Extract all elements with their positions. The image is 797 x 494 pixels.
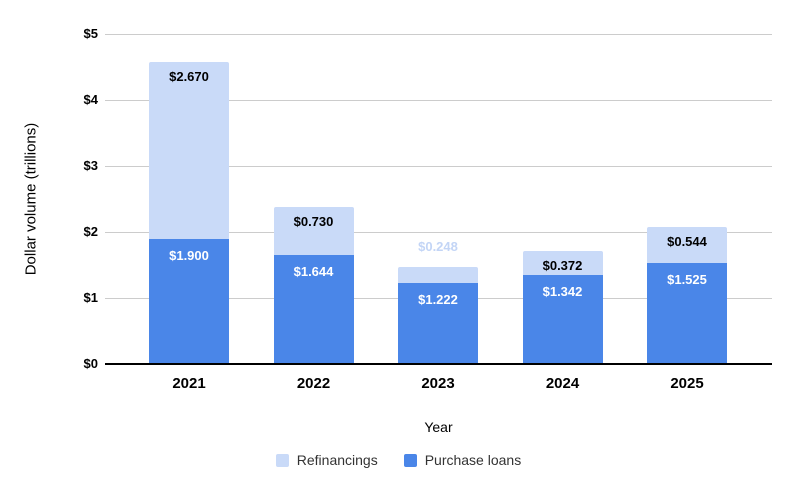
bar-segment-purchase-loans: [273, 255, 354, 364]
legend-item: Refinancings: [275, 452, 378, 468]
x-axis-line: [105, 363, 772, 365]
bar-segment-purchase-loans: [149, 238, 229, 364]
bar-value-label-refinancings: $0.248: [418, 238, 458, 254]
bar-value-label-refinancings: $0.730: [293, 214, 334, 230]
gridline: [105, 231, 772, 233]
gridline: [105, 165, 772, 167]
bar-segment-refinancings: [149, 62, 229, 239]
x-tick-label: 2024: [545, 375, 580, 392]
legend-label: Purchase loans: [424, 452, 522, 468]
y-tick-label: $2: [83, 224, 98, 239]
legend-item: Purchase loans: [403, 452, 522, 468]
bar-value-label-refinancings: $2.670: [169, 69, 209, 85]
legend: Refinancings Purchase loans: [0, 452, 797, 468]
legend-swatch-purchase-loans: [403, 453, 417, 467]
bar-segment-refinancings: [647, 227, 727, 264]
bar-value-label-purchase-loans: $1.525: [667, 272, 707, 288]
gridline: [105, 99, 772, 101]
bar-segment-purchase-loans: [647, 263, 727, 364]
y-axis-title: Dollar volume (trillions): [22, 122, 40, 276]
x-axis-title: Year: [424, 419, 453, 435]
bar-segment-purchase-loans: [398, 283, 478, 364]
x-tick-label: 2021: [172, 375, 206, 392]
y-tick-label: $5: [83, 26, 98, 41]
x-tick-label: 2025: [670, 375, 704, 392]
bar-value-label-refinancings: $0.372: [542, 257, 583, 273]
legend-swatch-refinancings: [275, 453, 289, 467]
bar-segment-refinancings: [273, 207, 354, 256]
legend-label: Refinancings: [296, 452, 378, 468]
y-tick-label: $3: [83, 158, 98, 173]
y-tick-label: $1: [83, 290, 98, 305]
bar-value-label-refinancings: $0.544: [667, 234, 707, 250]
x-tick-label: 2023: [421, 375, 455, 392]
bar-segment-refinancings: [398, 266, 478, 284]
gridline: [105, 33, 772, 35]
bar-value-label-purchase-loans: $1.222: [418, 292, 458, 308]
bar-value-label-purchase-loans: $1.900: [169, 247, 209, 263]
bar-segment-refinancings: [522, 250, 603, 276]
bar-segment-purchase-loans: [522, 275, 603, 364]
bar-value-label-purchase-loans: $1.644: [293, 264, 334, 280]
y-tick-label: $4: [83, 92, 98, 107]
y-tick-label: $0: [83, 356, 98, 371]
x-tick-label: 2022: [296, 375, 331, 392]
bar-value-label-purchase-loans: $1.342: [542, 284, 583, 300]
